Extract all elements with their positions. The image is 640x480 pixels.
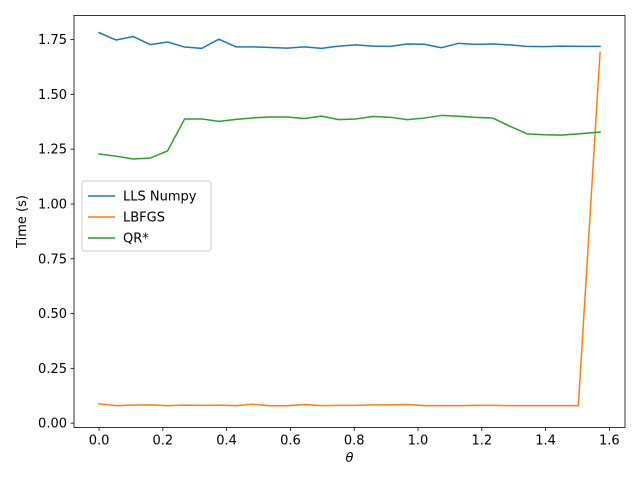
x-tick-label: 1.0 [408,434,429,449]
x-tick-label: 0.8 [344,434,365,449]
y-tick-label: 1.25 [38,143,67,158]
y-tick-label: 0.00 [38,417,67,432]
y-tick-label: 1.75 [38,33,67,48]
legend: LLS Numpy LBFGS QR* [81,180,212,252]
y-tick-label: 1.00 [38,197,67,212]
legend-label-1: LBFGS [123,211,165,226]
series-line-2 [98,114,601,160]
legend-label-2: QR* [123,232,149,247]
x-tick-label: 0.2 [152,434,173,449]
x-tick-label: 1.6 [599,434,620,449]
y-tick-label: 0.50 [38,307,67,322]
y-tick-label: 0.75 [38,252,67,267]
x-tick-label: 0.0 [89,434,110,449]
x-tick-label: 1.4 [535,434,556,449]
legend-box [81,180,212,252]
x-axis-label: θ [346,451,354,466]
y-axis-label: Time (s) [15,195,30,249]
y-tick-label: 1.50 [38,88,67,103]
x-tick-label: 1.2 [471,434,492,449]
series-lines [98,31,601,407]
x-tick-label: 0.4 [216,434,237,449]
y-tick-label: 0.25 [38,362,67,377]
legend-label-0: LLS Numpy [123,190,197,205]
x-tick-label: 0.6 [280,434,301,449]
axes: 0.0 0.2 0.4 0.6 0.8 1.0 1.2 1.4 1.6 0.00 0.25 0.50 0… [38,15,626,449]
series-line-0 [98,31,601,50]
series-line-1 [98,51,601,407]
axes-spines [73,15,626,428]
